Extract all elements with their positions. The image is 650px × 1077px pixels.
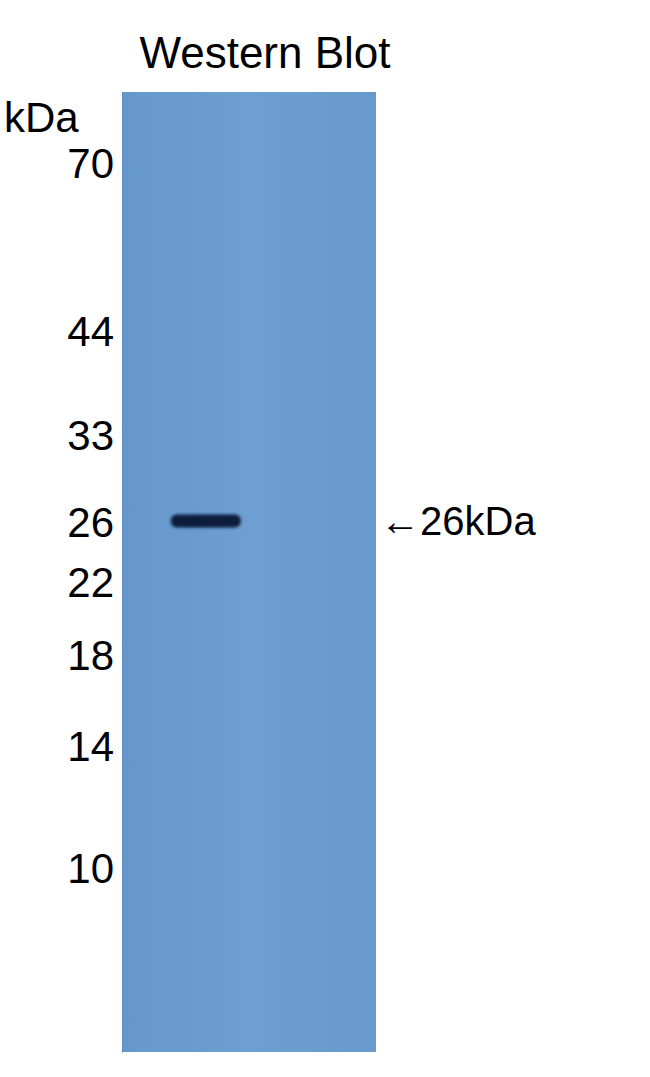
tick-label: 44 [67,308,114,355]
title: Western Blot [139,28,390,77]
tick-label: 18 [67,632,114,679]
membrane [122,92,376,1052]
axis-title: kDa [4,94,79,141]
tick: 22 [67,559,122,606]
tick: 10 [67,845,122,892]
tick-label: 10 [67,845,114,892]
tick-label: 33 [67,412,114,459]
tick: 14 [67,723,122,770]
bands [171,514,241,527]
axis-line [122,93,123,1053]
y-axis: 70 44 33 26 22 18 14 10 [67,93,122,1053]
tick: 70 [67,140,122,187]
annotation: ←26kDa [380,499,536,543]
tick-label: 14 [67,723,114,770]
chart: Western Blot kDa70 44 33 26 22 18 14 10 ←26kDa [0,0,650,1077]
tick-label: 70 [67,140,114,187]
tick: 18 [67,632,122,679]
band [171,514,241,527]
tick: 33 [67,412,122,459]
tick: 26 [67,499,122,546]
tick: 44 [67,308,122,355]
tick-label: 22 [67,559,114,606]
tick-label: 26 [67,499,114,546]
